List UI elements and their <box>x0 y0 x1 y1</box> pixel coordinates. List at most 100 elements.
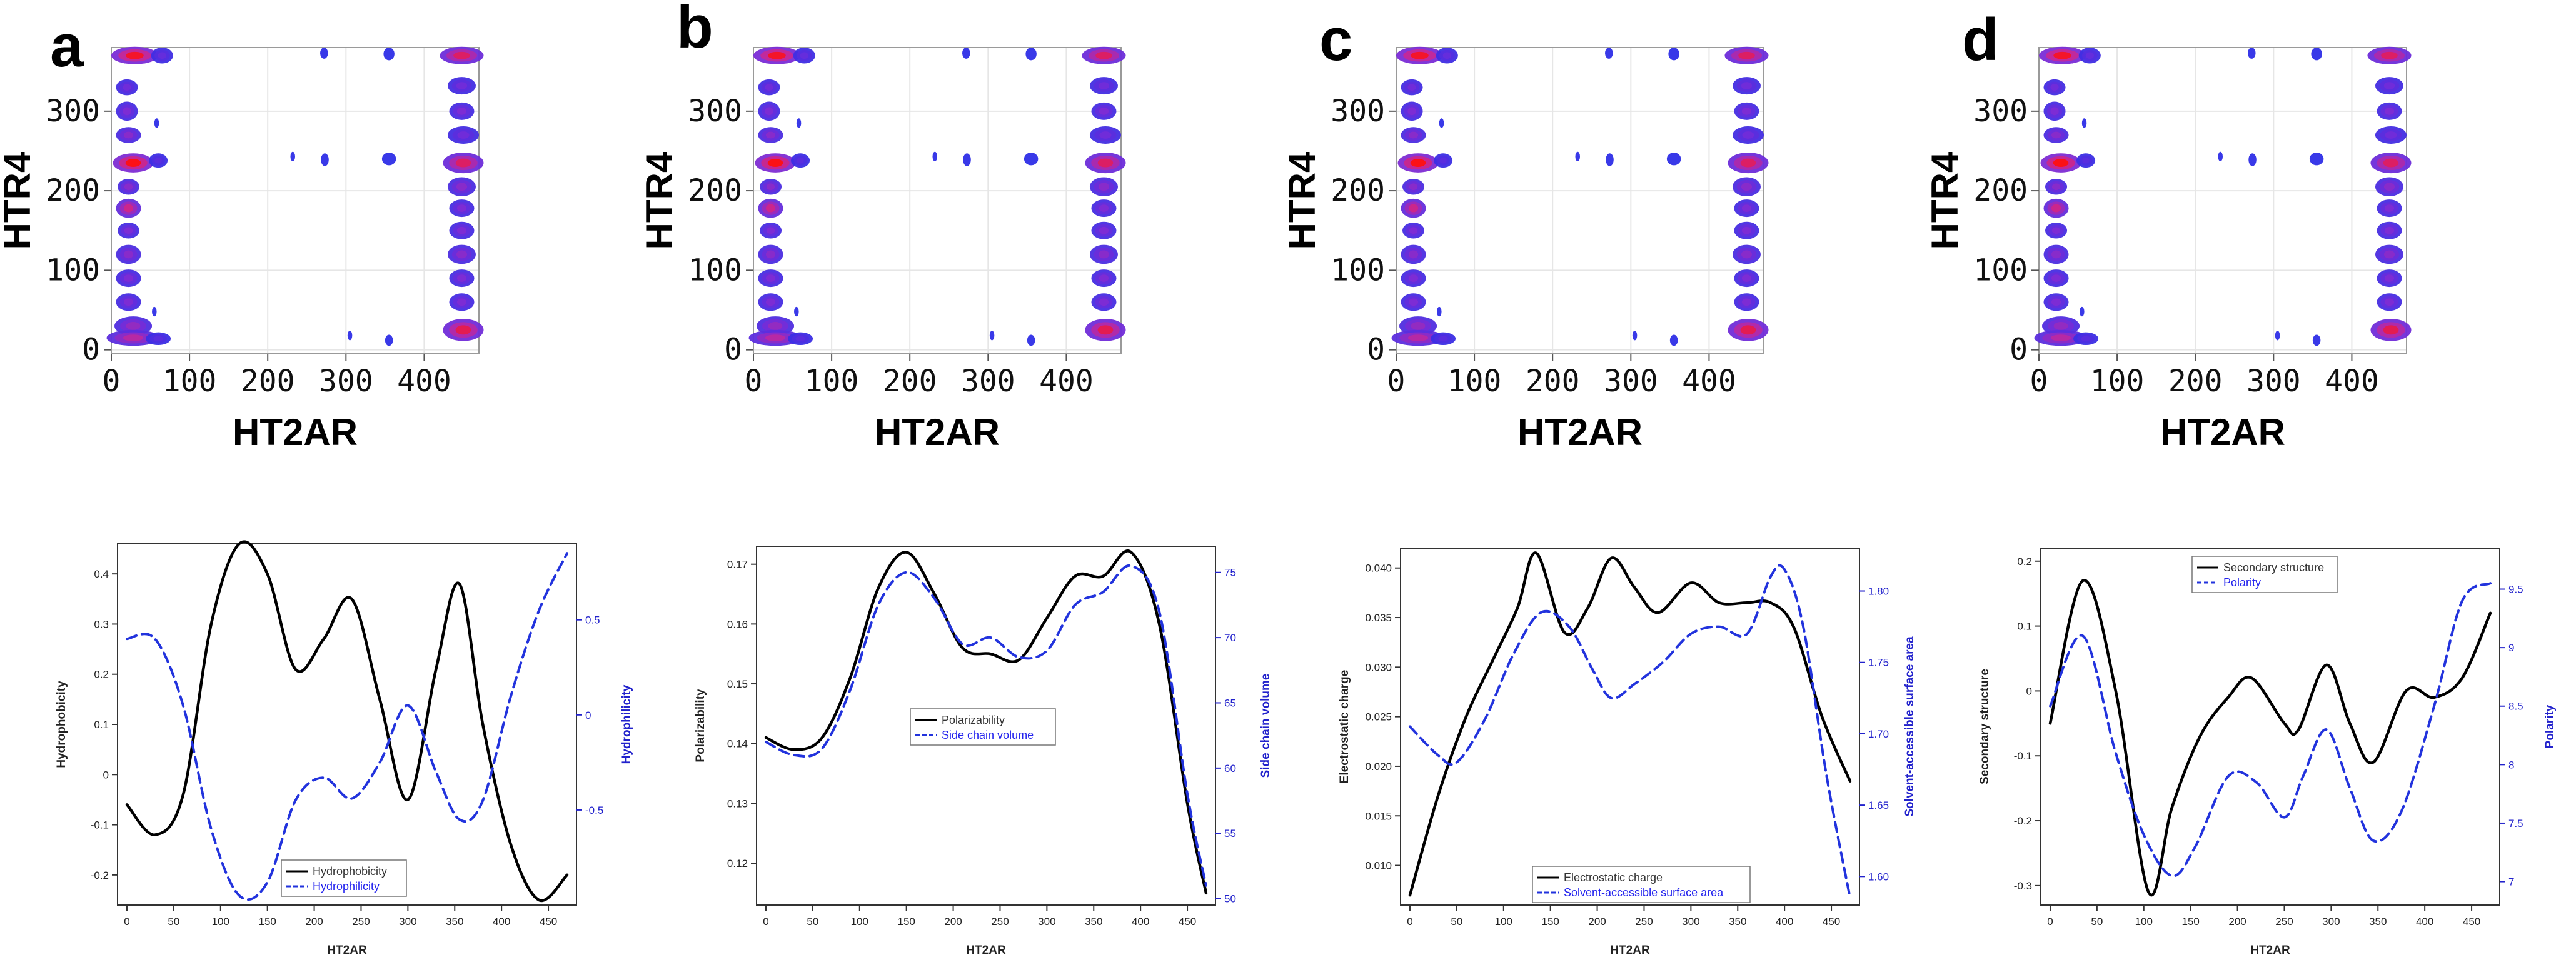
heatmap-blob <box>2040 153 2081 173</box>
linechart-legend: Electrostatic charge Solvent-accessible s… <box>1532 866 1751 903</box>
heatmap-blob <box>963 153 971 166</box>
heatmap-blob-core <box>1407 107 1416 116</box>
heatmap-blob-core <box>765 84 773 91</box>
heatmap-blob-outer <box>1666 153 1681 166</box>
heatmap-blob-core <box>2050 84 2059 91</box>
heatmap-blob <box>2081 118 2087 128</box>
heatmap-xtick-label: 100 <box>1447 364 1502 399</box>
heatmap-row: 0 100 200 300 400 0 100 200 300 HT2AR HTR4 a 0 100 200… <box>0 0 2412 453</box>
heatmap-ylabel: HTR4 <box>1281 151 1323 249</box>
heatmap-blob-core <box>2051 131 2061 139</box>
heatmap-blob <box>1402 179 1425 195</box>
heatmap-blob <box>154 118 159 128</box>
heatmap-blob-core <box>768 322 783 330</box>
heatmap-blob <box>1091 269 1117 288</box>
heatmap-blob-core <box>1439 157 1447 164</box>
heatmap-blob-core <box>2383 183 2395 191</box>
heatmap-blob <box>760 223 782 239</box>
heatmap-blob <box>2043 101 2066 121</box>
heatmap-blob <box>1734 221 1759 239</box>
heatmap-blob <box>1085 152 1126 174</box>
heatmap-ylabel: HTR4 <box>1924 151 1966 249</box>
heatmap-blob-outer <box>385 334 393 346</box>
heatmap-blob-core <box>766 183 775 191</box>
heatmap-blob-core <box>456 226 467 234</box>
linechart-ytick-label: 0.17 <box>727 559 748 571</box>
linechart-ytick-label: 0.1 <box>94 719 109 731</box>
heatmap-blob-outer <box>1437 306 1442 317</box>
linechart-xtick-label: 150 <box>258 916 276 928</box>
heatmap-blob <box>2248 48 2256 59</box>
heatmap-blob-core <box>1099 204 1109 212</box>
heatmap-blob-core <box>1410 159 1426 167</box>
linechart-legend-box <box>2191 556 2338 593</box>
heatmap-blob-core <box>2384 274 2395 282</box>
linechart-series-line-primary <box>1408 551 1852 897</box>
heatmap-blob <box>383 48 395 61</box>
heatmap-blob <box>385 334 393 346</box>
heatmap-blob <box>1439 118 1444 128</box>
heatmap-blob-core <box>123 298 134 306</box>
linechart-xtick-label: 350 <box>1729 916 1746 928</box>
heatmap-frame <box>753 47 1122 354</box>
heatmap-blob-core <box>1095 51 1112 59</box>
heatmap-ytick-label: 300 <box>46 94 100 129</box>
heatmap-blob <box>2370 152 2412 174</box>
heatmap-xtick-label: 0 <box>1387 364 1406 399</box>
heatmap-blob-core <box>1741 274 1752 282</box>
linechart-ytick-right-label: 1.65 <box>1868 799 1889 811</box>
linechart-ytick-right-label: 8 <box>2508 759 2514 771</box>
linechart-ytick-right-label: 60 <box>1224 763 1236 774</box>
heatmap-blob <box>1734 269 1759 288</box>
linechart-xtick-label: 150 <box>1541 916 1559 928</box>
heatmap-blob-core <box>2384 204 2395 212</box>
linechart-xtick-label: 100 <box>2135 916 2153 928</box>
heatmap-blob-core <box>123 250 134 259</box>
heatmap-blob-core <box>767 159 783 167</box>
linechart-ylabel-left: Electrostatic charge <box>1338 670 1351 784</box>
heatmap-blob <box>2045 179 2068 195</box>
heatmap-blob-core <box>2050 107 2059 116</box>
linechart-legend-label: Solvent-accessible surface area <box>1564 886 1724 899</box>
heatmap-xtick-label: 300 <box>319 364 373 399</box>
heatmap-blob-core <box>1442 52 1451 59</box>
linechart-legend-label: Hydrophilicity <box>313 880 380 893</box>
heatmap-blob <box>758 244 783 264</box>
heatmap-blob <box>758 198 783 218</box>
heatmap-xtick-label: 200 <box>883 364 937 399</box>
heatmap-blob-core <box>2383 250 2395 259</box>
heatmap-blob <box>788 332 813 345</box>
heatmap-blob-core <box>1097 158 1114 168</box>
heatmap-blob <box>447 177 476 196</box>
heatmap-blob <box>1089 126 1122 144</box>
heatmap-blob-core <box>1741 82 1753 89</box>
heatmap-frame <box>111 47 480 354</box>
heatmap-blob <box>1401 79 1423 96</box>
linechart-panel-a: 0 50 100 150 200 250 300 350 400 450 -0.2 -0.1 0 0.1 0… <box>55 540 633 957</box>
panel-letter-a: a <box>50 13 84 79</box>
linechart-panel-d: 0 50 100 150 200 250 300 350 400 450 -0.3 -0.2 -0.1 0… <box>1978 548 2557 957</box>
heatmap-blob-outer <box>381 153 396 166</box>
heatmap-panel-a: 0 100 200 300 400 0 100 200 300 HT2AR HTR4 a <box>0 13 484 453</box>
linechart-ytick-label: 0.010 <box>1365 860 1392 872</box>
linechart-ytick-right-label: 9 <box>2508 642 2514 654</box>
heatmap-blob <box>111 46 159 64</box>
heatmap-xtick-label: 200 <box>1526 364 1580 399</box>
linechart-ytick-right-label: -0.5 <box>585 804 603 816</box>
linechart-legend-label: Electrostatic charge <box>1564 871 1663 884</box>
heatmap-blob <box>2377 199 2402 218</box>
heatmap-blob-core <box>765 298 776 306</box>
heatmap-xlabel: HT2AR <box>1517 411 1643 453</box>
linechart-ytick-label: 0.13 <box>727 798 748 809</box>
heatmap-blob <box>760 179 782 195</box>
linechart-ytick-right-label: 50 <box>1224 893 1236 905</box>
heatmap-blob-core <box>126 322 141 330</box>
linechart-xtick-label: 0 <box>2047 916 2053 928</box>
heatmap-blob-core <box>457 131 470 139</box>
heatmap-blob-outer <box>320 48 328 59</box>
heatmap-ytick-label: 200 <box>46 173 100 208</box>
heatmap-panel-d: 0 100 200 300 400 0 100 200 300 HT2AR HTR4 d <box>1924 6 2412 453</box>
heatmap-blob-outer <box>2248 48 2256 59</box>
heatmap-blob <box>106 329 160 346</box>
linechart-ytick-right-label: 0.5 <box>585 614 600 626</box>
